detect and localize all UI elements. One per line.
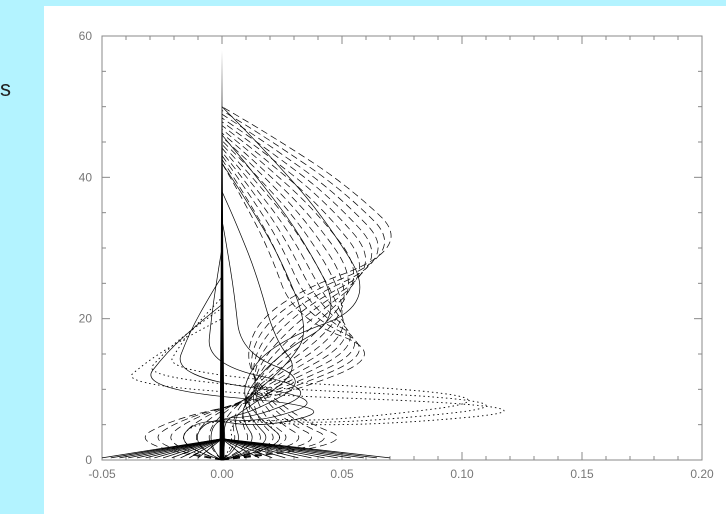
- series-curve-solid: [221, 219, 296, 461]
- series-curve-dashed: [221, 125, 360, 461]
- x-tick-label: -0.05: [88, 467, 116, 481]
- series-curve-solid: [221, 162, 304, 461]
- y-tick-label: 0: [85, 453, 92, 467]
- series-curve-solid: [221, 106, 361, 461]
- series-curve-dashed: [221, 132, 349, 461]
- series-curve-solid: [208, 247, 302, 461]
- y-tick-label: 40: [79, 170, 93, 184]
- x-tick-label: 0.05: [330, 467, 354, 481]
- base-fan-line: [197, 438, 391, 459]
- series-curve-dashed: [183, 151, 351, 461]
- x-axis: -0.05 0.00 0.05 0.10 0.15 0.20: [88, 36, 714, 481]
- series-curve-solid: [221, 134, 332, 461]
- x-tick-label: 0.20: [690, 467, 714, 481]
- series-layer: [101, 50, 505, 461]
- series-curve-dashed: [221, 136, 345, 461]
- center-spike: [219, 50, 225, 461]
- x-tick-label: 0.10: [450, 467, 474, 481]
- series-curve-dashed: [221, 117, 373, 461]
- x-tick-label: 0.15: [570, 467, 594, 481]
- series-curve-dashed: [221, 140, 343, 460]
- series-curve-dashed: [196, 147, 347, 461]
- left-caption-text: s: [0, 76, 11, 101]
- series-curve-dashed: [170, 155, 355, 461]
- series-curve-dashed: [221, 121, 366, 461]
- series-curve-dashed: [144, 163, 365, 461]
- y-tick-label: 20: [79, 312, 93, 326]
- series-curve-dashed: [208, 144, 344, 461]
- series-curve-dashed: [221, 113, 379, 461]
- series-curve-dashed: [157, 159, 360, 461]
- series-curve-dashed: [221, 110, 385, 461]
- series-curve-dotted: [131, 318, 505, 461]
- series-curve-dotted: [171, 297, 469, 461]
- plot-area-border: [101, 35, 703, 461]
- series-curve-solid: [221, 191, 293, 461]
- x-tick-label: 0.00: [210, 467, 234, 481]
- left-color-strip: [0, 0, 44, 514]
- series-curve-dashed: [221, 106, 392, 461]
- y-axis: 0 20 40 60: [79, 29, 702, 467]
- series-curve-dotted: [151, 307, 487, 461]
- y-tick-label: 60: [79, 29, 93, 43]
- series-curve-solid: [150, 304, 315, 461]
- series-curve-dashed: [221, 129, 354, 461]
- top-color-strip: [0, 0, 726, 6]
